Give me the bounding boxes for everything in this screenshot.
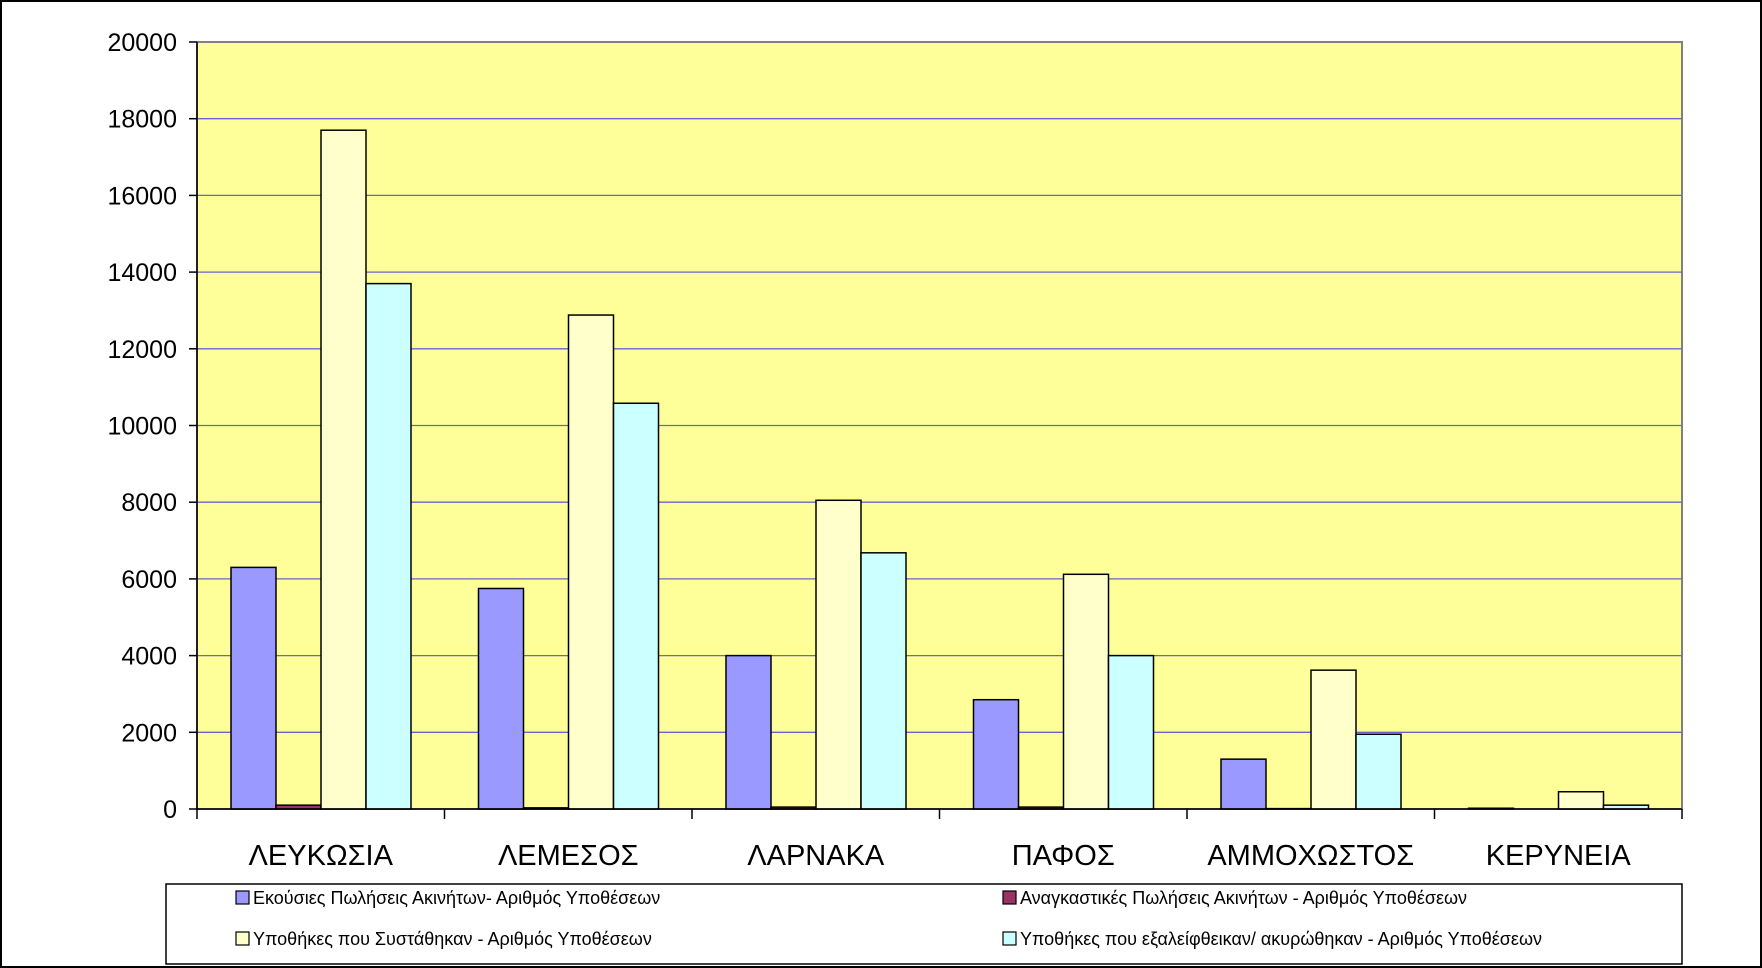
bar-4: [860, 552, 907, 810]
y-tick-label: 10000: [107, 413, 177, 441]
legend-label: Υποθήκες που εξαλείφθεικαν/ ακυρώθηκαν -…: [1020, 929, 1542, 949]
legend-label: Εκούσιες Πωλήσεις Ακινήτων- Αριθμός Υποθ…: [253, 888, 660, 908]
bar-3: [815, 499, 862, 810]
category-label: ΛΕΜΕΣΟΣ: [498, 840, 639, 872]
bar-1: [230, 566, 277, 810]
bar-4: [365, 282, 412, 810]
legend-swatch: [1002, 890, 1017, 905]
y-tick-label: 2000: [121, 719, 177, 747]
axes: [189, 41, 1683, 819]
legend-box: [165, 883, 1683, 965]
bar-3: [1310, 669, 1357, 810]
bar-4: [1355, 733, 1402, 810]
bars: [230, 129, 1650, 810]
legend-label: Υποθήκες που Συστάθηκαν - Αριθμός Υποθέσ…: [253, 929, 652, 949]
category-label: ΚΕΡΥΝΕΙΑ: [1486, 840, 1632, 872]
bar-1: [725, 654, 772, 810]
legend-swatch: [235, 890, 250, 905]
bar-1: [477, 587, 525, 810]
bar-1: [972, 698, 1020, 810]
legend-label: Αναγκαστικές Πωλήσεις Ακινήτων - Αριθμός…: [1020, 888, 1467, 908]
y-tick-label: 18000: [107, 106, 177, 134]
bar-3: [1557, 790, 1605, 810]
category-label: ΑΜΜΟΧΩΣΤΟΣ: [1207, 840, 1414, 872]
y-tick-label: 14000: [107, 259, 177, 287]
y-tick-label: 12000: [107, 336, 177, 364]
y-tick-label: 6000: [121, 566, 177, 594]
y-tick-label: 20000: [107, 29, 177, 57]
y-tick-labels: 0 2000 4000 6000 8000 10000 12000 14000 16000 180…: [107, 29, 177, 824]
bar-1: [1220, 758, 1267, 810]
y-tick-label: 16000: [107, 182, 177, 210]
category-label: ΠΑΦΟΣ: [1012, 840, 1115, 872]
legend-swatch: [235, 931, 250, 946]
y-tick-label: 4000: [121, 643, 177, 671]
bar-3: [1062, 573, 1110, 810]
category-label: ΛΑΡΝΑΚΑ: [747, 840, 885, 872]
bar-4: [1107, 654, 1155, 810]
y-tick-label: 8000: [121, 489, 177, 517]
category-label: ΛΕΥΚΩΣΙΑ: [249, 840, 394, 872]
bar-3: [567, 314, 615, 810]
bar-3: [320, 129, 367, 810]
y-tick-label: 0: [163, 796, 177, 824]
bar-4: [612, 402, 660, 810]
legend-swatch: [1002, 931, 1017, 946]
x-tick-labels: ΛΕΥΚΩΣΙΑ ΛΕΜΕΣΟΣ ΛΑΡΝΑΚΑ ΠΑΦΟΣ ΑΜΜΟΧΩΣΤΟΣ ΚΕΡ…: [249, 840, 1632, 872]
gridlines: [197, 118, 1682, 733]
legend: Εκούσιες Πωλήσεις Ακινήτων- Αριθμός Υποθ…: [235, 888, 1542, 949]
